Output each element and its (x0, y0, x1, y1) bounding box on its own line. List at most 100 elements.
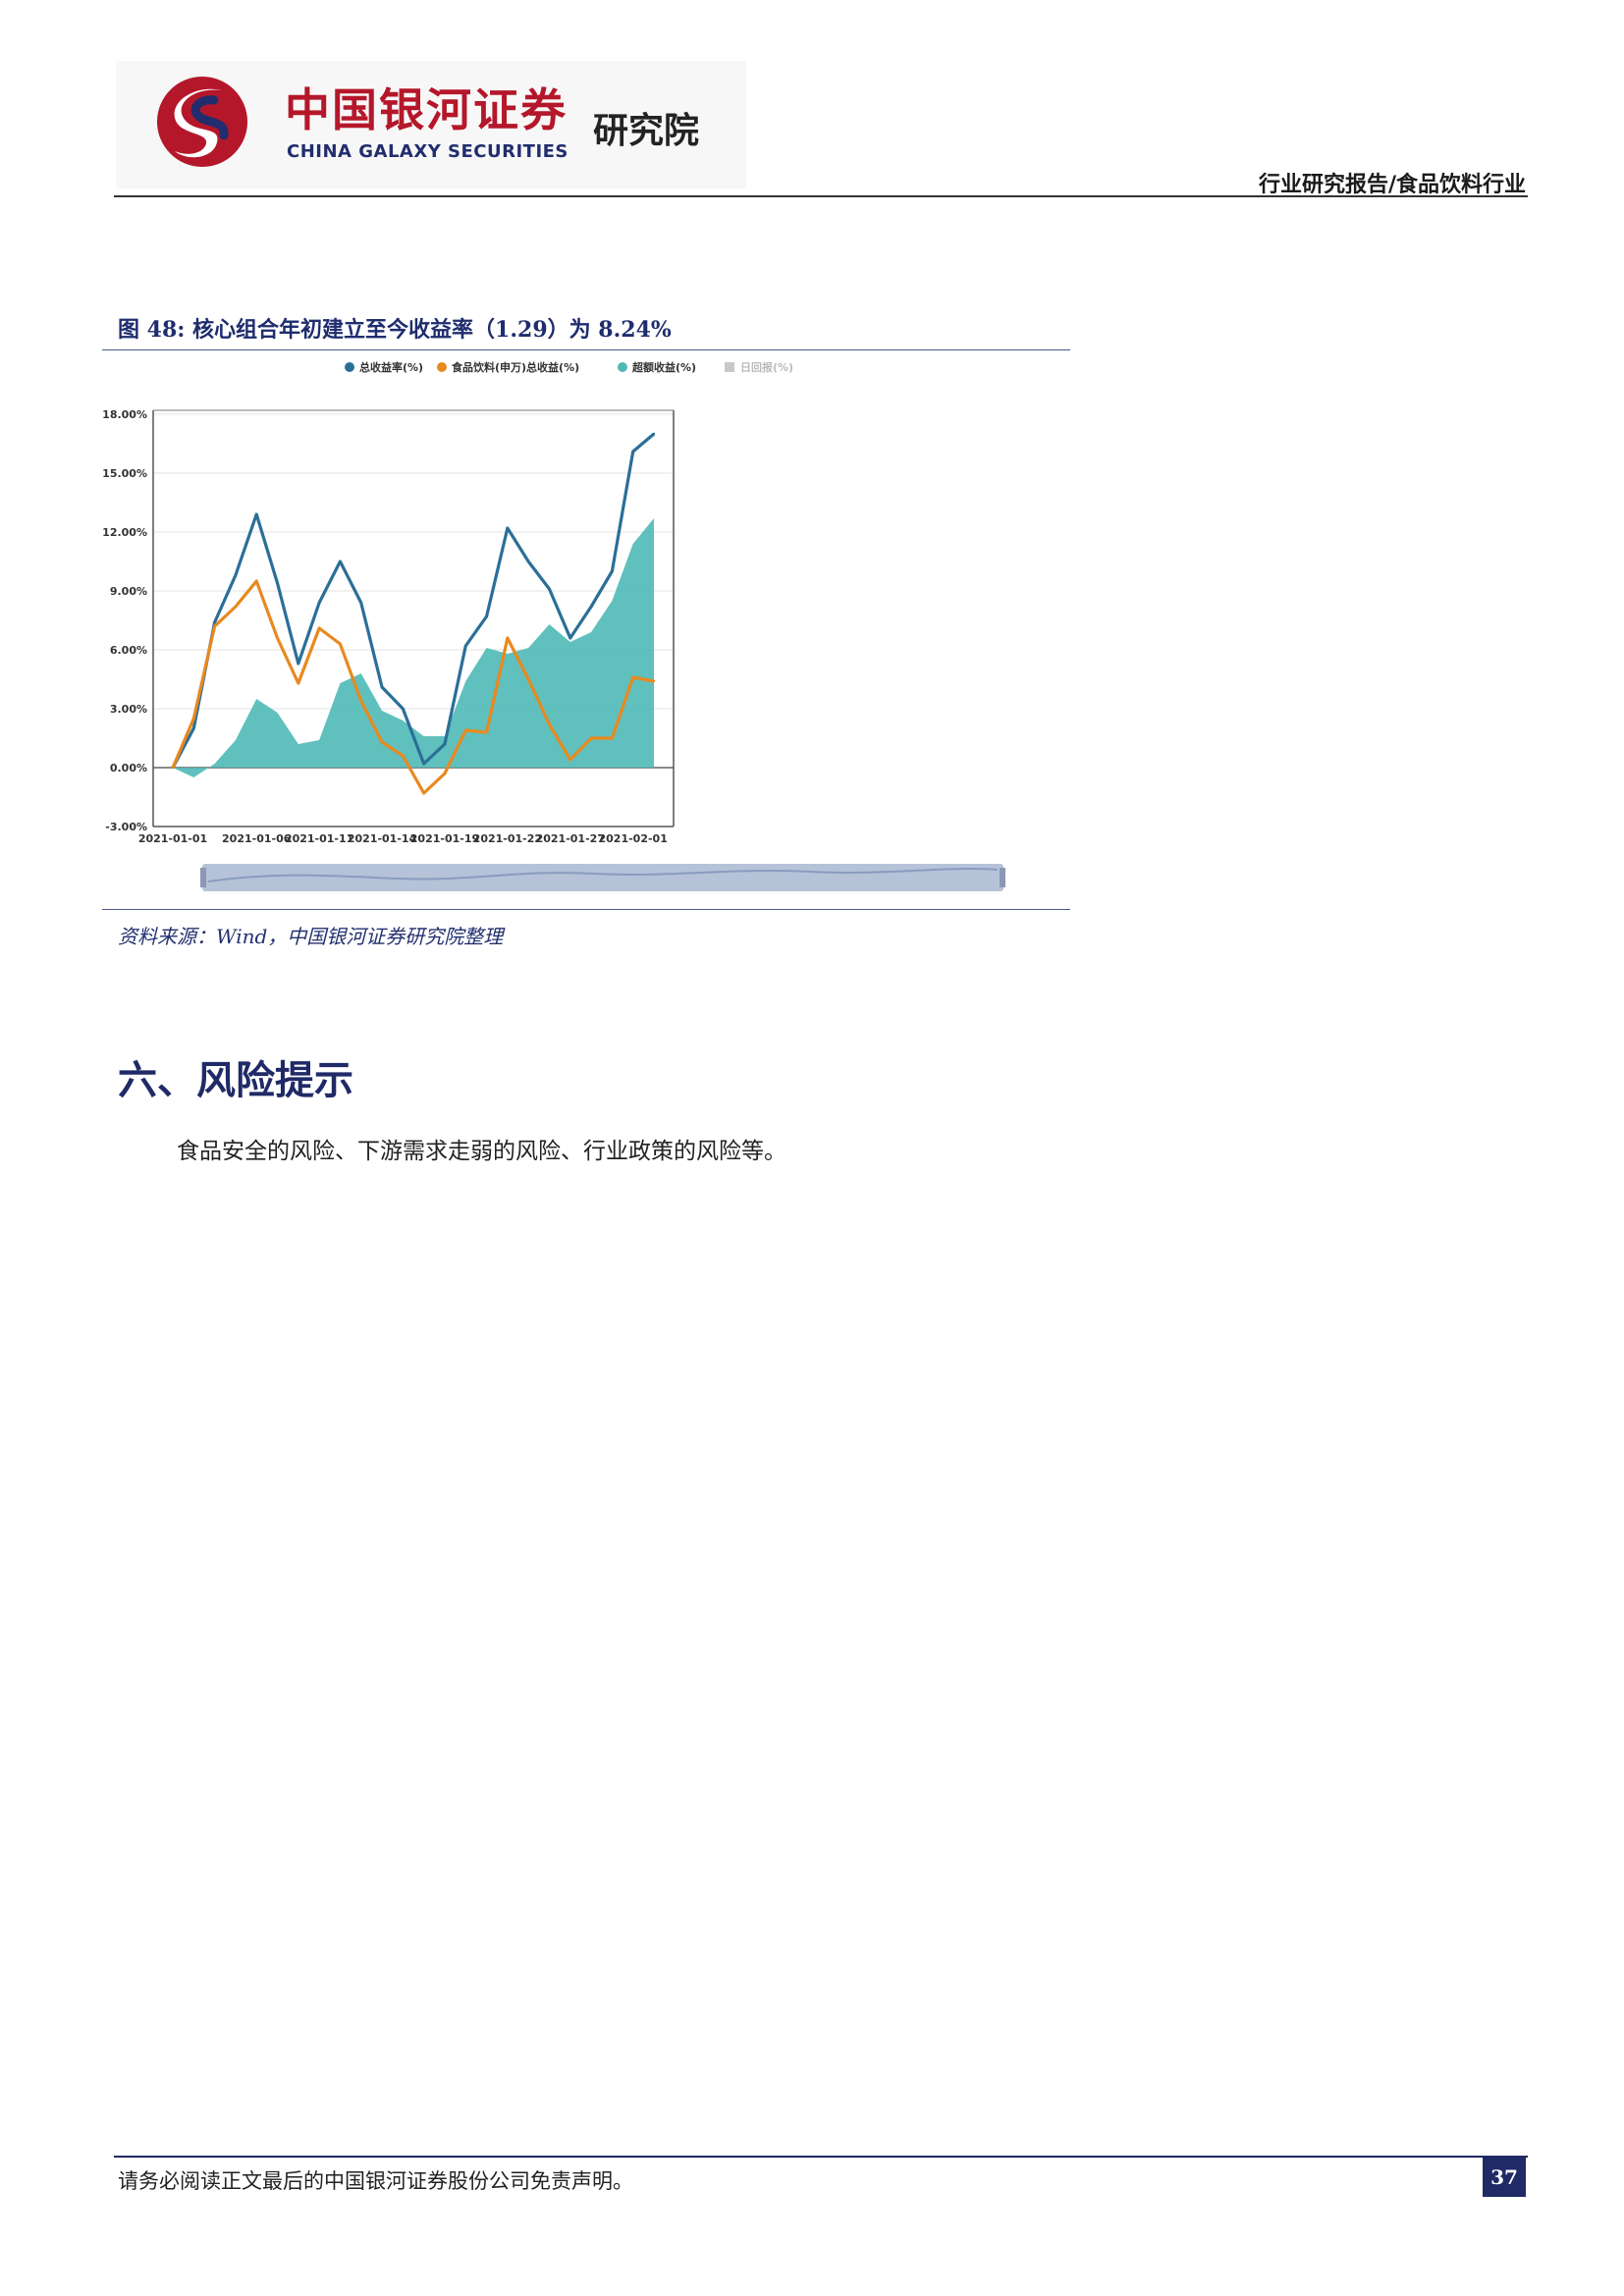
chart-legend: 总收益率(%) 食品饮料(申万)总收益(%) 超额收益(%) 日回报(%) (345, 360, 793, 374)
series-1-point-1 (192, 717, 195, 721)
y-tick-label-2: 3.00% (110, 703, 147, 716)
series-1-point-15 (485, 730, 488, 734)
series-0-point-19 (568, 636, 571, 640)
x-tick-label-2: 2021-01-11 (285, 832, 353, 845)
navigator-wave (207, 868, 999, 882)
series-0-point-12 (422, 762, 425, 766)
series-1-point-22 (631, 675, 634, 679)
x-tick-label-1: 2021-01-06 (222, 832, 292, 845)
x-tick-label-4: 2021-01-19 (410, 832, 479, 845)
series-1-point-20 (589, 736, 593, 740)
series-0-point-15 (485, 614, 488, 618)
series-0-point-18 (548, 587, 551, 591)
chart-line-layer (171, 432, 656, 795)
series-1-point-14 (464, 728, 467, 732)
page-number: 37 (1483, 2158, 1526, 2197)
figure-caption: 图 48: 核心组合年初建立至今收益率（1.29）为 8.24% (118, 317, 672, 343)
series-0-point-16 (506, 526, 510, 530)
series-line-1 (171, 579, 655, 795)
series-1-point-5 (276, 636, 279, 640)
series-1-point-23 (652, 679, 656, 683)
series-0-point-1 (192, 726, 195, 730)
series-1-point-12 (422, 791, 425, 795)
series-0-point-4 (255, 512, 258, 516)
navigator-right-handle[interactable] (1000, 868, 1005, 887)
report-category: 行业研究报告/食品饮料行业 (1258, 173, 1526, 197)
series-1-point-9 (359, 699, 362, 703)
returns-chart: 总收益率(%) 食品饮料(申万)总收益(%) 超额收益(%) 日回报(%) -3… (102, 355, 1070, 905)
series-0-point-13 (443, 742, 447, 746)
series-1-point-7 (317, 626, 321, 630)
header-divider (114, 195, 1528, 197)
x-tick-label-0: 2021-01-01 (138, 832, 207, 845)
series-1-point-10 (380, 740, 384, 744)
series-1-point-6 (297, 681, 300, 685)
y-tick-label-4: 9.00% (110, 585, 147, 598)
series-0-point-11 (402, 707, 405, 711)
navigator-left-handle[interactable] (200, 868, 206, 887)
series-0-point-17 (526, 560, 530, 563)
y-tick-label-5: 12.00% (102, 526, 147, 539)
logo-english-name: CHINA GALAXY SECURITIES (287, 141, 568, 162)
chart-axes (152, 409, 675, 828)
chart-background (102, 355, 1070, 905)
series-0-point-14 (464, 644, 467, 648)
series-0-point-3 (234, 573, 238, 577)
x-tick-label-7: 2021-02-01 (599, 832, 668, 845)
series-0-point-21 (611, 569, 614, 573)
y-tick-label-1: 0.00% (110, 762, 147, 774)
series-line-0 (171, 432, 656, 769)
legend-label-1: 总收益率(%) (359, 360, 423, 374)
series-0-point-20 (589, 605, 593, 609)
series-area-excess-return (173, 518, 654, 777)
figure-top-rule (102, 349, 1070, 350)
series-1-point-18 (548, 722, 551, 726)
y-tick-label-6: 15.00% (102, 467, 147, 480)
chart-area-layer (173, 518, 654, 777)
risk-paragraph: 食品安全的风险、下游需求走弱的风险、行业政策的风险等。 (177, 1139, 786, 1164)
series-1-point-19 (568, 758, 571, 762)
series-1-point-17 (526, 677, 530, 681)
figure-bottom-rule (102, 909, 1070, 910)
y-tick-label-3: 6.00% (110, 644, 147, 657)
footer-divider (114, 2156, 1528, 2158)
series-0-point-5 (276, 581, 279, 585)
series-0-point-9 (359, 601, 362, 605)
x-tick-label-5: 2021-01-22 (473, 832, 542, 845)
chart-range-navigator[interactable] (200, 864, 1005, 891)
x-tick-label-6: 2021-01-27 (536, 832, 605, 845)
legend-marker-1 (345, 362, 354, 372)
legend-marker-3 (618, 362, 627, 372)
series-1-point-3 (234, 605, 238, 609)
series-0-point-22 (631, 450, 634, 454)
footer-disclaimer: 请务必阅读正文最后的中国银河证券股份公司免责声明。 (118, 2169, 633, 2193)
y-tick-label-0: -3.00% (105, 821, 147, 833)
figure-source: 资料来源：Wind，中国银河证券研究院整理 (118, 925, 504, 948)
logo-chinese-name: 中国银河证券 (285, 83, 568, 136)
legend-marker-4 (725, 362, 734, 372)
logo-institute: 研究院 (593, 111, 700, 151)
series-1-point-13 (443, 772, 447, 775)
chart-tick-labels: -3.00% 0.00% 3.00% 6.00% 9.00% 12.00% 15.00% 18… (102, 408, 668, 845)
series-0-point-7 (317, 601, 321, 605)
series-0-point-8 (339, 560, 342, 563)
series-0-point-23 (652, 432, 656, 436)
legend-marker-2 (437, 362, 447, 372)
series-1-point-11 (402, 754, 405, 758)
x-tick-label-3: 2021-01-14 (348, 832, 417, 845)
series-1-point-4 (255, 579, 258, 583)
brand-logo: 中国银河证券 CHINA GALAXY SECURITIES 研究院 (116, 61, 746, 188)
legend-label-2: 食品饮料(申万)总收益(%) (452, 360, 579, 374)
series-1-point-0 (171, 766, 175, 770)
series-1-point-2 (213, 624, 216, 628)
navigator-track[interactable] (202, 864, 1003, 891)
series-0-point-10 (380, 685, 384, 689)
series-0-point-6 (297, 662, 300, 666)
legend-label-4: 日回报(%) (740, 360, 793, 374)
series-1-point-16 (506, 636, 510, 640)
series-1-point-21 (611, 736, 614, 740)
series-1-point-8 (339, 642, 342, 646)
section-heading: 六、风险提示 (118, 1058, 353, 1103)
series-0-point-2 (213, 620, 216, 624)
legend-label-3: 超额收益(%) (631, 360, 696, 374)
